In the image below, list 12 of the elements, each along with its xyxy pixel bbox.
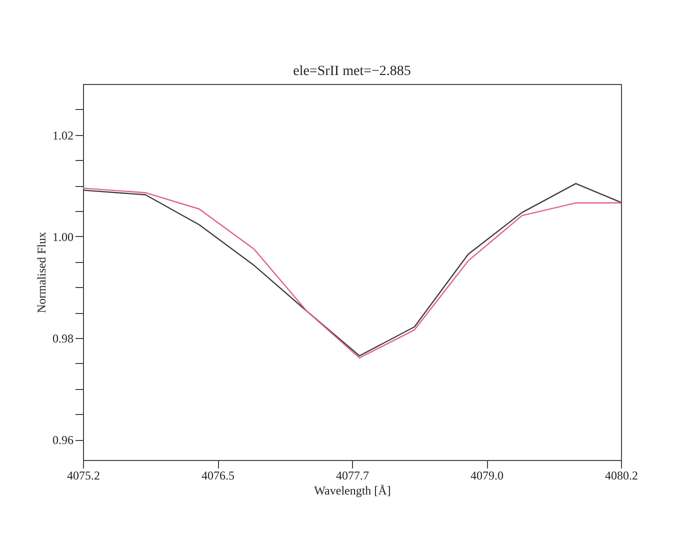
y-tick-label: 1.02 [52,128,74,142]
x-axis-title: Wavelength [Å] [314,484,391,498]
x-tick-label: 4079.0 [470,468,504,482]
chart-title: ele=SrII met=−2.885 [293,64,411,79]
y-tick-label: 0.96 [52,433,74,448]
x-tick-label: 4076.5 [202,468,234,482]
x-tick-label: 4077.7 [336,468,369,482]
y-axis-title: Normalised Flux [34,232,48,313]
y-tick-label: 0.98 [52,332,74,346]
x-tick-label: 4075.2 [67,468,100,482]
x-tick-label: 4080.2 [605,468,638,482]
y-tick-label: 1.00 [52,230,74,244]
